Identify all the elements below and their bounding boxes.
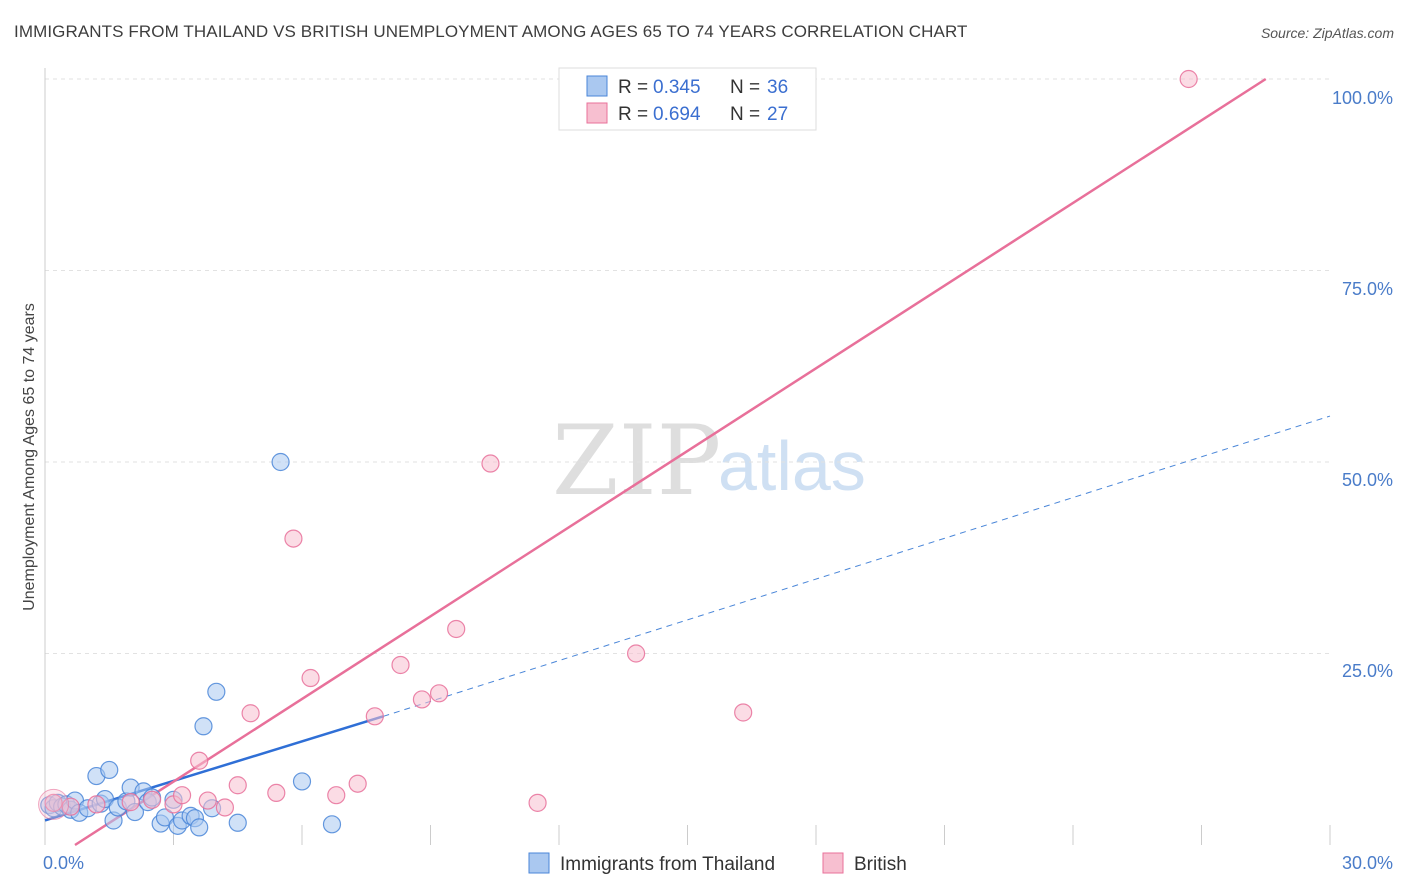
point-british-7 — [190, 751, 209, 770]
point-thailand-22 — [155, 808, 175, 827]
point-british-2 — [87, 795, 106, 814]
y-tick-50: 50.0% — [1342, 470, 1393, 490]
legend-n-label-1: N = — [730, 77, 760, 98]
point-british-25 — [626, 644, 646, 663]
point-british-17 — [365, 707, 384, 726]
point-british-0 — [44, 793, 63, 812]
point-british-22 — [481, 454, 500, 473]
legend-r-label-1: R = — [618, 77, 648, 98]
point-thailand-32 — [228, 813, 247, 832]
legend-r-value-1: 0.345 — [653, 77, 701, 98]
point-thailand-29 — [194, 717, 213, 736]
trend-thailand-extension — [383, 415, 1331, 717]
x-tick-0: 0.0% — [43, 853, 84, 873]
point-british-8 — [198, 791, 217, 810]
point-thailand-31 — [207, 682, 226, 701]
point-british-27 — [1179, 69, 1198, 89]
chart-title: IMMIGRANTS FROM THAILAND VS BRITISH UNEM… — [14, 22, 968, 41]
point-british-11 — [241, 704, 260, 723]
source-label: Source: ZipAtlas.com — [1260, 25, 1394, 41]
watermark-zip: ZIP — [552, 405, 721, 517]
legend-swatch-thailand — [586, 75, 608, 97]
point-british-18 — [391, 655, 410, 675]
point-thailand-12 — [100, 760, 119, 780]
point-british-4 — [142, 790, 162, 809]
point-british-21 — [447, 619, 466, 639]
point-british-10 — [228, 776, 247, 795]
point-british-12 — [267, 783, 286, 803]
point-thailand-33 — [271, 452, 290, 472]
point-british-13 — [284, 529, 303, 548]
point-british-14 — [301, 668, 320, 688]
point-cluster-origin — [38, 788, 70, 820]
point-british-3 — [121, 793, 140, 812]
point-thailand-28 — [190, 818, 209, 837]
trend-british — [74, 77, 1267, 847]
point-british-20 — [429, 684, 449, 703]
data-points — [38, 69, 1198, 837]
bottom-legend: Immigrants from Thailand British — [528, 852, 907, 875]
legend-r-value-2: 0.694 — [653, 104, 701, 125]
point-thailand-35 — [322, 815, 342, 834]
y-tick-100: 100.0% — [1332, 88, 1393, 108]
x-tick-30: 30.0% — [1342, 853, 1393, 873]
watermark-atlas: atlas — [718, 427, 866, 505]
y-axis-label: Unemployment Among Ages 65 to 74 years — [21, 303, 38, 611]
legend-n-label-2: N = — [730, 104, 760, 125]
point-british-6 — [172, 786, 192, 805]
point-british-19 — [412, 690, 432, 709]
axes — [44, 68, 1331, 845]
point-british-23 — [528, 793, 547, 812]
bottom-legend-thailand: Immigrants from Thailand — [560, 854, 775, 875]
y-tick-75: 75.0% — [1342, 279, 1393, 299]
legend-swatch-british — [586, 102, 608, 124]
point-thailand-34 — [292, 772, 312, 791]
point-british-1 — [61, 797, 80, 816]
legend-n-value-1: 36 — [767, 77, 788, 98]
point-british-26 — [734, 703, 753, 722]
legend-box: R = 0.345 N = 36 R = 0.694 N = 27 — [558, 67, 817, 131]
gridlines — [45, 78, 1330, 654]
bottom-legend-swatch-british — [822, 852, 844, 874]
legend-r-label-2: R = — [618, 104, 648, 125]
bottom-legend-swatch-thailand — [528, 852, 550, 874]
point-british-15 — [327, 786, 346, 805]
point-british-16 — [348, 774, 367, 793]
point-british-9 — [215, 798, 234, 817]
legend-n-value-2: 27 — [767, 104, 788, 125]
bottom-legend-british: British — [854, 854, 907, 875]
y-tick-25: 25.0% — [1342, 661, 1393, 681]
